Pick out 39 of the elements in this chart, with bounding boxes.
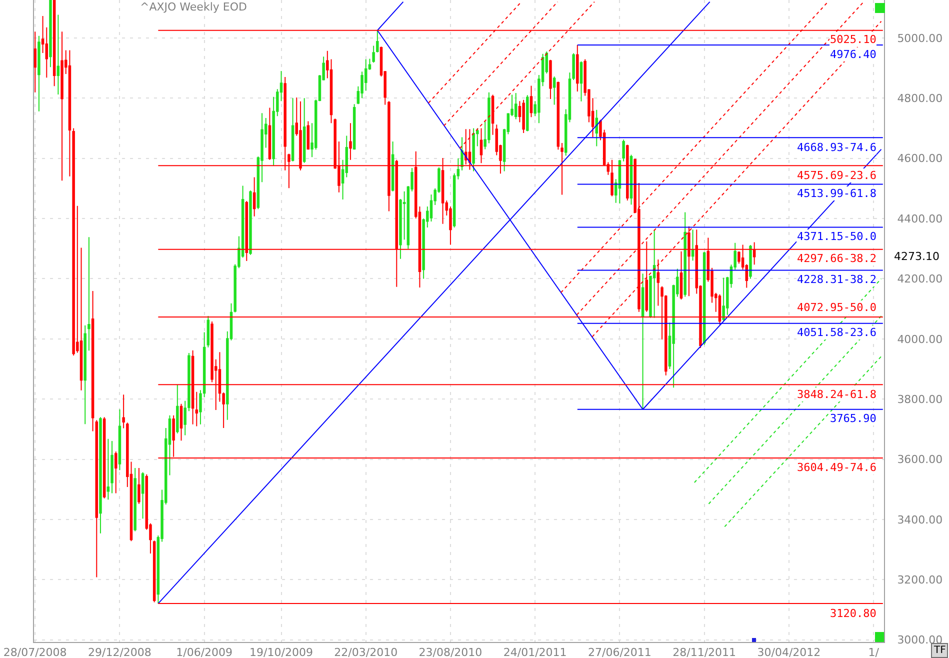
series-label: 4575.69-23.6 [797,169,876,182]
x-tick-label: 27/06/2011 [588,646,652,658]
y-tick-label: 3000.00 [897,634,943,647]
series-label: 5025.10 [830,33,876,46]
y-tick-label: 3400.00 [897,513,943,526]
series-label: 4072.95-50.0 [797,301,876,314]
series-label: 3120.80 [830,607,876,620]
series-label: 4297.66-38.2 [797,252,876,265]
x-tick-label: 30/04/2012 [757,646,821,658]
series-label: 3848.24-61.8 [797,388,876,401]
series-label: 4051.58-23.6 [797,326,876,339]
y-tick-label: 4000.00 [897,332,943,346]
text: 4273.10 [894,250,940,263]
x-tick-label: 23/08/2010 [418,646,482,658]
y-tick-label: 4200.00 [897,272,943,286]
chart-title: ^AXJO Weekly EOD [140,0,247,14]
x-tick-label: 29/12/2008 [88,646,152,658]
y-tick-label: 4400.00 [897,212,943,226]
y-tick-label: 4800.00 [897,92,943,105]
y-tick-label: 3800.00 [897,392,943,406]
x-tick-label: 22/03/2010 [334,646,398,658]
y-tick-label: 3200.00 [897,574,943,587]
series-label: 4668.93-74.6 [797,141,876,154]
y-tick-label: 3600.00 [897,453,943,466]
x-tick-label: 28/07/2008 [3,646,67,658]
series-label: 4228.31-38.2 [797,273,876,286]
x-tick-label: 1/ [868,646,880,658]
text: TF [933,645,946,656]
x-tick-label: 1/06/2009 [176,646,233,658]
series-label: 4976.40 [830,48,876,61]
series-label: 4371.15-50.0 [797,230,876,243]
x-tick-label: 24/01/2011 [503,646,567,658]
series-label: 3765.90 [830,412,876,425]
x-tick-label: 19/10/2009 [250,646,313,658]
y-tick-label: 5000.00 [897,32,943,45]
series-label: 3604.49-74.6 [797,461,876,474]
series-label: 4513.99-61.8 [797,187,876,200]
y-tick-label: 4600.00 [897,152,943,166]
x-tick-label: 28/11/2011 [672,646,736,658]
